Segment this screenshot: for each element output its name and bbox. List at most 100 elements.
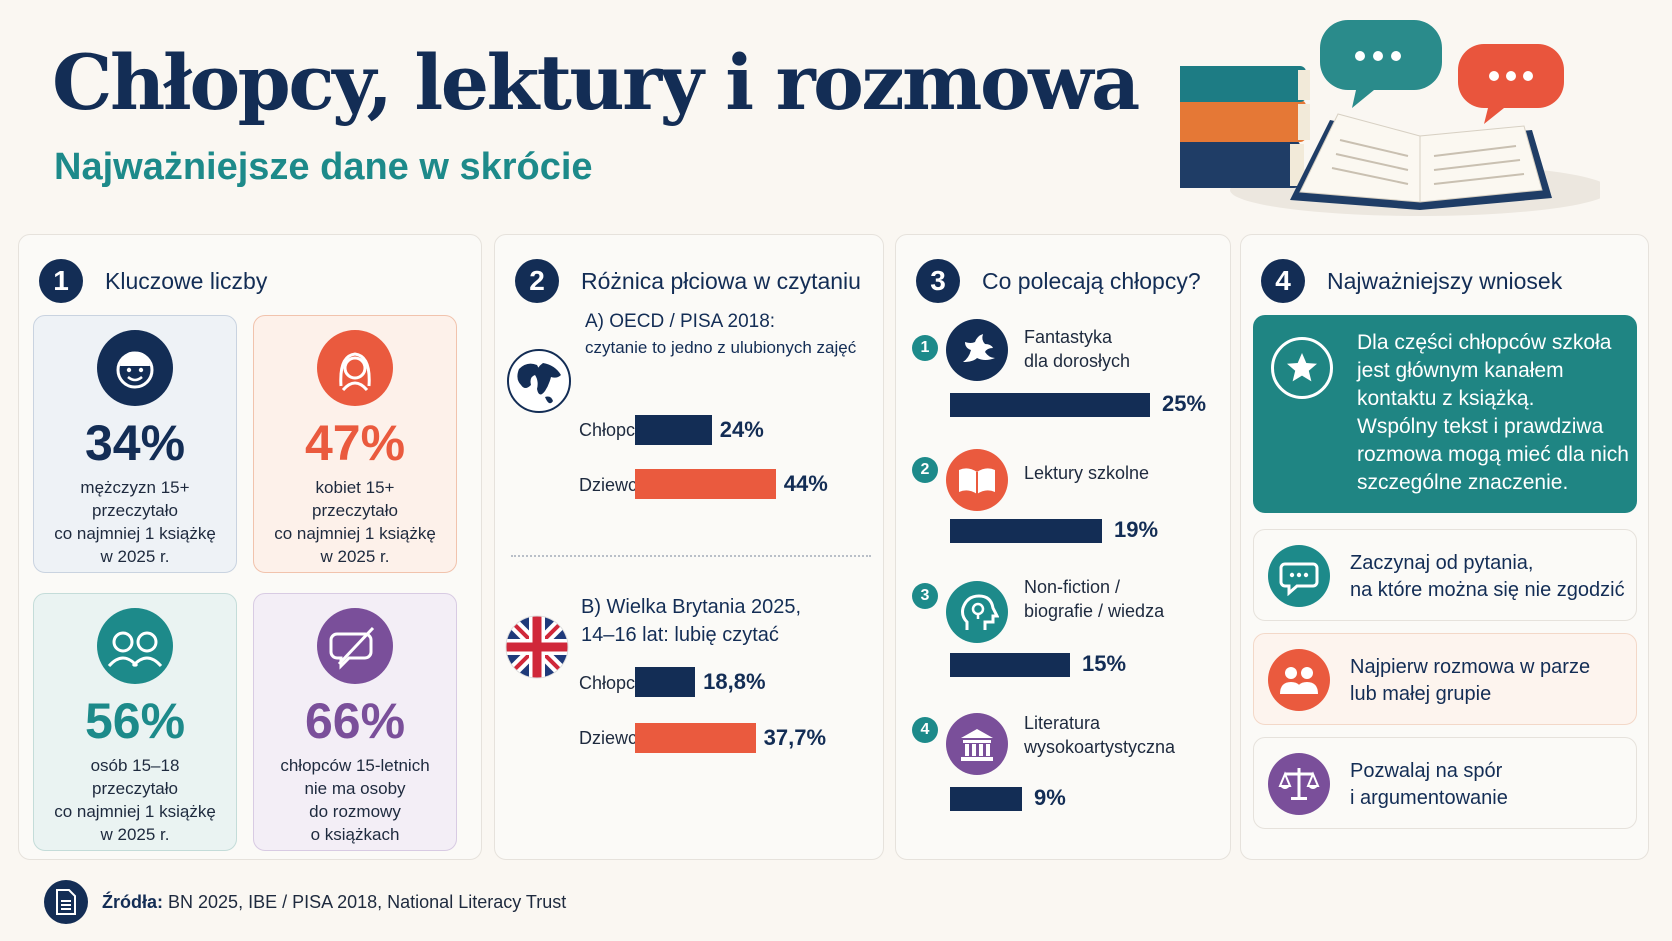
- tip-text-line: i argumentowanie: [1350, 787, 1508, 809]
- rank-badge: 2: [912, 457, 938, 483]
- tip-text-line: Zaczynaj od pytania,: [1350, 552, 1534, 574]
- stat-value: 34%: [84, 415, 186, 471]
- tip-card: Pozwalaj na spór i argumentowanie: [1253, 737, 1637, 829]
- scales-icon: [1268, 753, 1330, 815]
- stat-desc-line: przeczytało: [92, 779, 178, 798]
- section-a-title: A) OECD / PISA 2018: czytanie to jedno z…: [585, 309, 856, 361]
- bar-girls-uk: [635, 723, 756, 753]
- key-text-line: jest głównym kanałem: [1357, 359, 1564, 382]
- genre-label-line: biografie / wiedza: [1024, 601, 1165, 621]
- section-title-line: 14–16 lat: lubię czytać: [581, 624, 779, 646]
- genre-label: Literatura wysokoartystyczna: [1024, 711, 1175, 759]
- bar-value: 18,8%: [703, 669, 766, 694]
- stat-desc-line: co najmniej 1 książkę: [274, 524, 436, 543]
- sources-label: Źródła:: [102, 891, 163, 912]
- tip-card: Zaczynaj od pytania, na które można się …: [1253, 529, 1637, 621]
- rank-badge: 4: [912, 717, 938, 743]
- bar-girls-pisa: [635, 469, 776, 499]
- two-teens-icon: [97, 608, 173, 684]
- stat-card-boys-no-talk: 66% chłopców 15-letnich nie ma osoby do …: [253, 593, 457, 851]
- key-text-line: rozmowa mogą mieć dla nich: [1357, 443, 1629, 466]
- stat-card-teens: 56% osób 15–18 przeczytało co najmniej 1…: [33, 593, 237, 851]
- genre-bar: [950, 787, 1022, 811]
- genre-label: Fantastyka dla dorosłych: [1024, 325, 1130, 373]
- stat-desc-line: przeczytało: [312, 501, 398, 520]
- panel-number: 1: [39, 259, 83, 303]
- uk-flag-icon: [505, 615, 569, 679]
- stat-desc-line: w 2025 r.: [100, 547, 170, 566]
- genre-label-line: Lektury szkolne: [1024, 463, 1150, 483]
- rank-badge: 3: [912, 583, 938, 609]
- bar-boys-uk: [635, 667, 696, 697]
- speech-bubble-icon: [1268, 545, 1330, 607]
- stat-desc-line: co najmniej 1 książkę: [54, 802, 216, 821]
- open-book-icon: [946, 449, 1008, 511]
- man-face-icon: [97, 330, 173, 406]
- stat-desc-line: przeczytało: [92, 501, 178, 520]
- panel-main-conclusion: 4 Najważniejszy wniosek Dla części chłop…: [1240, 234, 1649, 860]
- panel-boys-recommend: 3 Co polecają chłopcy? 1 Fantastyka dla …: [895, 234, 1231, 860]
- stat-desc-line: w 2025 r.: [320, 547, 390, 566]
- panel-number: 4: [1261, 259, 1305, 303]
- genre-value: 25%: [1162, 391, 1207, 416]
- genre-label: Non-fiction / biografie / wiedza: [1024, 575, 1164, 623]
- stat-desc-line: mężczyzn 15+: [80, 478, 190, 497]
- bar-value: 24%: [719, 417, 764, 442]
- key-text-line: Dla części chłopców szkoła: [1357, 331, 1612, 354]
- genre-value: 9%: [1034, 785, 1066, 810]
- stat-card-men: 34% mężczyzn 15+ przeczytało co najmniej…: [33, 315, 237, 573]
- panel-title: Co polecają chłopcy?: [982, 267, 1201, 294]
- stat-desc-line: osób 15–18: [90, 756, 180, 775]
- stat-desc-line: w 2025 r.: [100, 825, 170, 844]
- genre-bar: [950, 653, 1070, 677]
- tip-text-line: lub małej grupie: [1350, 683, 1492, 705]
- sources-footer: Źródła: BN 2025, IBE / PISA 2018, Nation…: [44, 880, 566, 924]
- stat-card-women: 47% kobiet 15+ przeczytało co najmniej 1…: [253, 315, 457, 573]
- dragon-icon: [946, 319, 1008, 381]
- star-icon: [1271, 337, 1333, 399]
- stat-desc-line: chłopców 15-letnich: [280, 756, 430, 775]
- bar-boys-pisa: [635, 415, 712, 445]
- tip-text-line: Najpierw rozmowa w parze: [1350, 656, 1591, 678]
- section-title-line: B) Wielka Brytania 2025,: [581, 596, 802, 618]
- genre-bar: [950, 519, 1102, 543]
- genre-value: 19%: [1114, 517, 1159, 542]
- books-and-speech-bubbles-illustration: [1180, 20, 1600, 216]
- stat-desc-line: co najmniej 1 książkę: [54, 524, 216, 543]
- stat-value: 47%: [304, 415, 406, 471]
- key-conclusion-box: Dla części chłopców szkoła jest głównym …: [1253, 315, 1637, 513]
- rank-badge: 1: [912, 335, 938, 361]
- genre-bar: [950, 393, 1150, 417]
- genre-label-line: wysokoartystyczna: [1024, 737, 1176, 757]
- section-b-title: B) Wielka Brytania 2025, 14–16 lat: lubi…: [581, 593, 801, 649]
- panel-number: 3: [916, 259, 960, 303]
- bar-value: 44%: [783, 471, 828, 496]
- head-lightbulb-icon: [946, 581, 1008, 643]
- genre-label: Lektury szkolne: [1024, 461, 1149, 485]
- genre-label-line: dla dorosłych: [1024, 351, 1131, 371]
- woman-face-icon: [317, 330, 393, 406]
- section-title-line: czytanie to jedno z ulubionych zajęć: [585, 338, 857, 357]
- genre-label-line: Fantastyka: [1024, 327, 1113, 347]
- genre-label-line: Literatura: [1024, 713, 1101, 733]
- stat-desc-line: do rozmowy: [309, 802, 401, 821]
- panel-title: Różnica płciowa w czytaniu: [581, 267, 861, 294]
- panel-key-numbers: 1 Kluczowe liczby 34% mężczyzn 15+ przec…: [18, 234, 482, 860]
- tip-card: Najpierw rozmowa w parze lub małej grupi…: [1253, 633, 1637, 725]
- stat-desc-line: kobiet 15+: [315, 478, 395, 497]
- sources-text: BN 2025, IBE / PISA 2018, National Liter…: [168, 891, 567, 912]
- bar-label: Chłopcy: [579, 420, 645, 440]
- section-title-line: A) OECD / PISA 2018:: [585, 311, 776, 332]
- genre-label-line: Non-fiction /: [1024, 577, 1121, 597]
- key-text-line: Wspólny tekst i prawdziwa: [1357, 415, 1604, 438]
- section-divider: [511, 555, 871, 557]
- no-conversation-icon: [317, 608, 393, 684]
- document-icon: [44, 880, 88, 924]
- stat-value: 66%: [304, 693, 406, 749]
- key-text-line: kontaktu z książką.: [1357, 387, 1535, 410]
- panel-title: Najważniejszy wniosek: [1327, 267, 1563, 294]
- genre-value: 15%: [1082, 651, 1127, 676]
- panel-number: 2: [515, 259, 559, 303]
- page-title: Chłopcy, lektury i rozmowa: [52, 38, 1140, 127]
- group-icon: [1268, 649, 1330, 711]
